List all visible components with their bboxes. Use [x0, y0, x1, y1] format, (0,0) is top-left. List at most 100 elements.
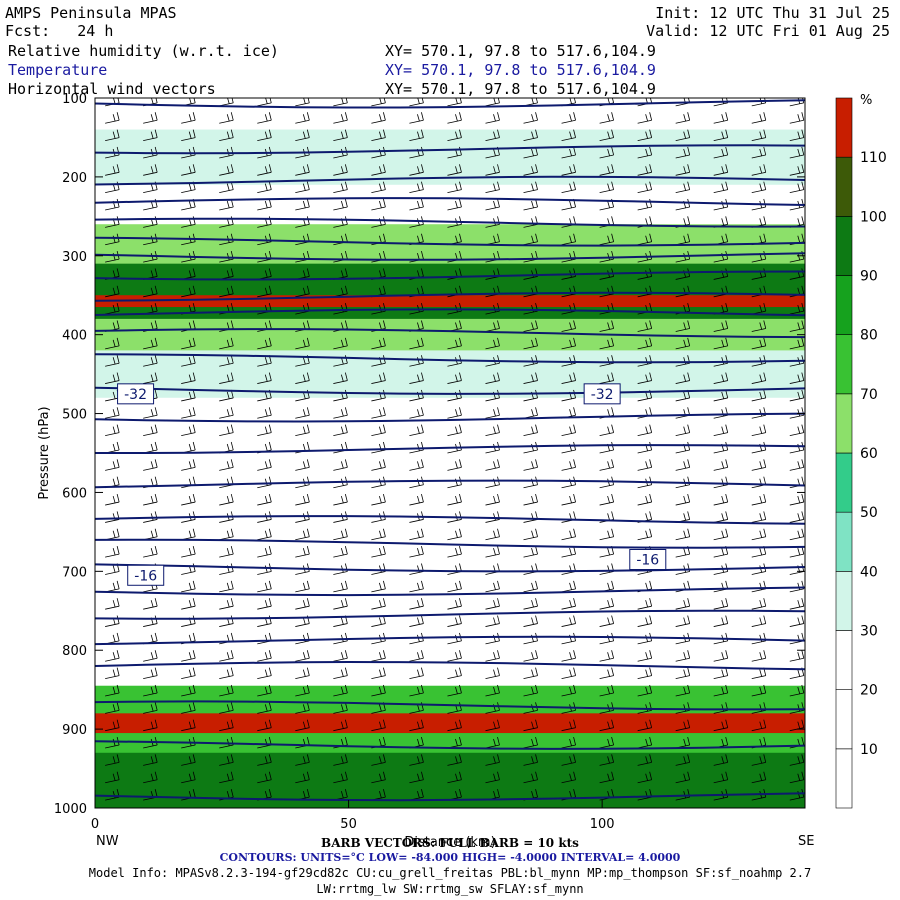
wind-barb: [485, 598, 500, 610]
wind-barb: [523, 164, 538, 176]
rh-region-1: [95, 713, 805, 734]
wind-barb: [713, 650, 729, 662]
wind-barb: [295, 198, 310, 211]
colorbar-tick-label: 10: [860, 742, 878, 758]
wind-barb: [219, 546, 234, 558]
wind-barb: [637, 615, 653, 627]
wind-barb: [523, 459, 538, 471]
wind-barb: [371, 407, 386, 419]
wind-barb: [447, 598, 462, 610]
wind-barb: [105, 719, 120, 732]
colorbar-tick-label: 70: [860, 387, 878, 403]
wind-barb: [485, 198, 500, 211]
isotherm-line: [95, 515, 805, 525]
forecast-hour: Fcst: 24 h: [5, 22, 114, 40]
colorbar-bin: [835, 275, 853, 335]
wind-barb: [713, 493, 729, 506]
isotherm-line: [95, 412, 805, 423]
wind-barb: [675, 320, 691, 332]
colorbar-tick-label: 110: [860, 150, 887, 166]
wind-barb: [219, 719, 234, 732]
wind-barb: [789, 146, 805, 159]
isotherm-line: [95, 792, 805, 802]
wind-barb: [751, 650, 767, 662]
wind-barb: [371, 459, 386, 471]
wind-barb: [257, 181, 272, 194]
wind-barb: [447, 719, 462, 732]
wind-barb: [599, 771, 614, 784]
isotherm-line: [95, 479, 805, 489]
wind-barb: [371, 667, 386, 680]
wind-barb: [675, 424, 691, 437]
wind-barb: [295, 719, 310, 732]
wind-barb: [143, 407, 158, 419]
wind-barb: [105, 355, 120, 367]
wind-barb: [219, 129, 234, 141]
wind-barb: [637, 164, 653, 176]
wind-barb: [105, 372, 120, 384]
wind-barb: [409, 754, 424, 766]
wind-barb: [371, 598, 386, 610]
wind-barb: [333, 198, 348, 211]
wind-barb: [561, 164, 576, 176]
wind-barb: [789, 112, 805, 124]
wind-barb: [751, 146, 767, 159]
wind-barb: [181, 719, 196, 732]
wind-barb: [181, 493, 196, 506]
wind-barb: [371, 684, 386, 697]
wind-barb: [105, 650, 120, 662]
wind-barb: [371, 546, 386, 558]
wind-barb: [713, 146, 729, 159]
wind-barb: [751, 337, 767, 350]
wind-barb: [751, 181, 767, 194]
wind-barb: [143, 164, 158, 176]
wind-barb: [599, 233, 614, 246]
wind-barb: [333, 667, 348, 680]
wind-barb: [105, 546, 120, 558]
wind-barb: [409, 493, 424, 506]
wind-barb: [675, 112, 691, 124]
wind-barb: [105, 667, 120, 680]
temperature-label-layer: -32 -32 -16 -16: [117, 383, 667, 586]
wind-barb: [333, 337, 348, 350]
wind-barb: [105, 684, 120, 697]
wind-barb: [561, 493, 576, 506]
right-end-label: SE: [798, 834, 814, 849]
wind-barb: [675, 181, 691, 194]
wind-barb: [333, 129, 348, 141]
y-tick-label: 400: [62, 329, 87, 344]
field2-label: Temperature: [8, 61, 108, 79]
wind-barb: [295, 372, 310, 384]
wind-barb: [333, 372, 348, 384]
wind-barb: [257, 164, 272, 176]
wind-barb: [789, 771, 805, 784]
wind-barb: [561, 129, 576, 141]
plot-frame: [94, 97, 806, 809]
isotherm-label-box: [629, 549, 667, 570]
wind-barb: [599, 667, 614, 680]
y-tick-label: 100: [62, 92, 87, 107]
wind-barb: [295, 337, 310, 350]
field1-xy: XY= 570.1, 97.8 to 517.6,104.9: [385, 42, 656, 60]
wind-barb: [789, 459, 805, 471]
wind-barb: [713, 754, 729, 766]
wind-barb: [409, 667, 424, 680]
wind-barb: [637, 650, 653, 662]
wind-barb: [599, 112, 614, 124]
wind-barb: [295, 650, 310, 662]
wind-barb: [409, 129, 424, 141]
wind-barb: [143, 129, 158, 141]
left-end-label: NW: [96, 834, 119, 849]
wind-barb: [561, 771, 576, 784]
wind-barb: [181, 164, 196, 176]
wind-barb: [789, 493, 805, 506]
wind-barb: [675, 164, 691, 176]
wind-barb: [599, 528, 614, 541]
wind-barb: [143, 285, 158, 298]
colorbar-bin: [835, 156, 853, 217]
wind-barb: [447, 129, 462, 141]
isotherm-line: [95, 308, 805, 317]
field3-label: Horizontal wind vectors: [8, 80, 216, 98]
wind-barb: [713, 112, 729, 124]
wind-barb: [675, 337, 691, 350]
